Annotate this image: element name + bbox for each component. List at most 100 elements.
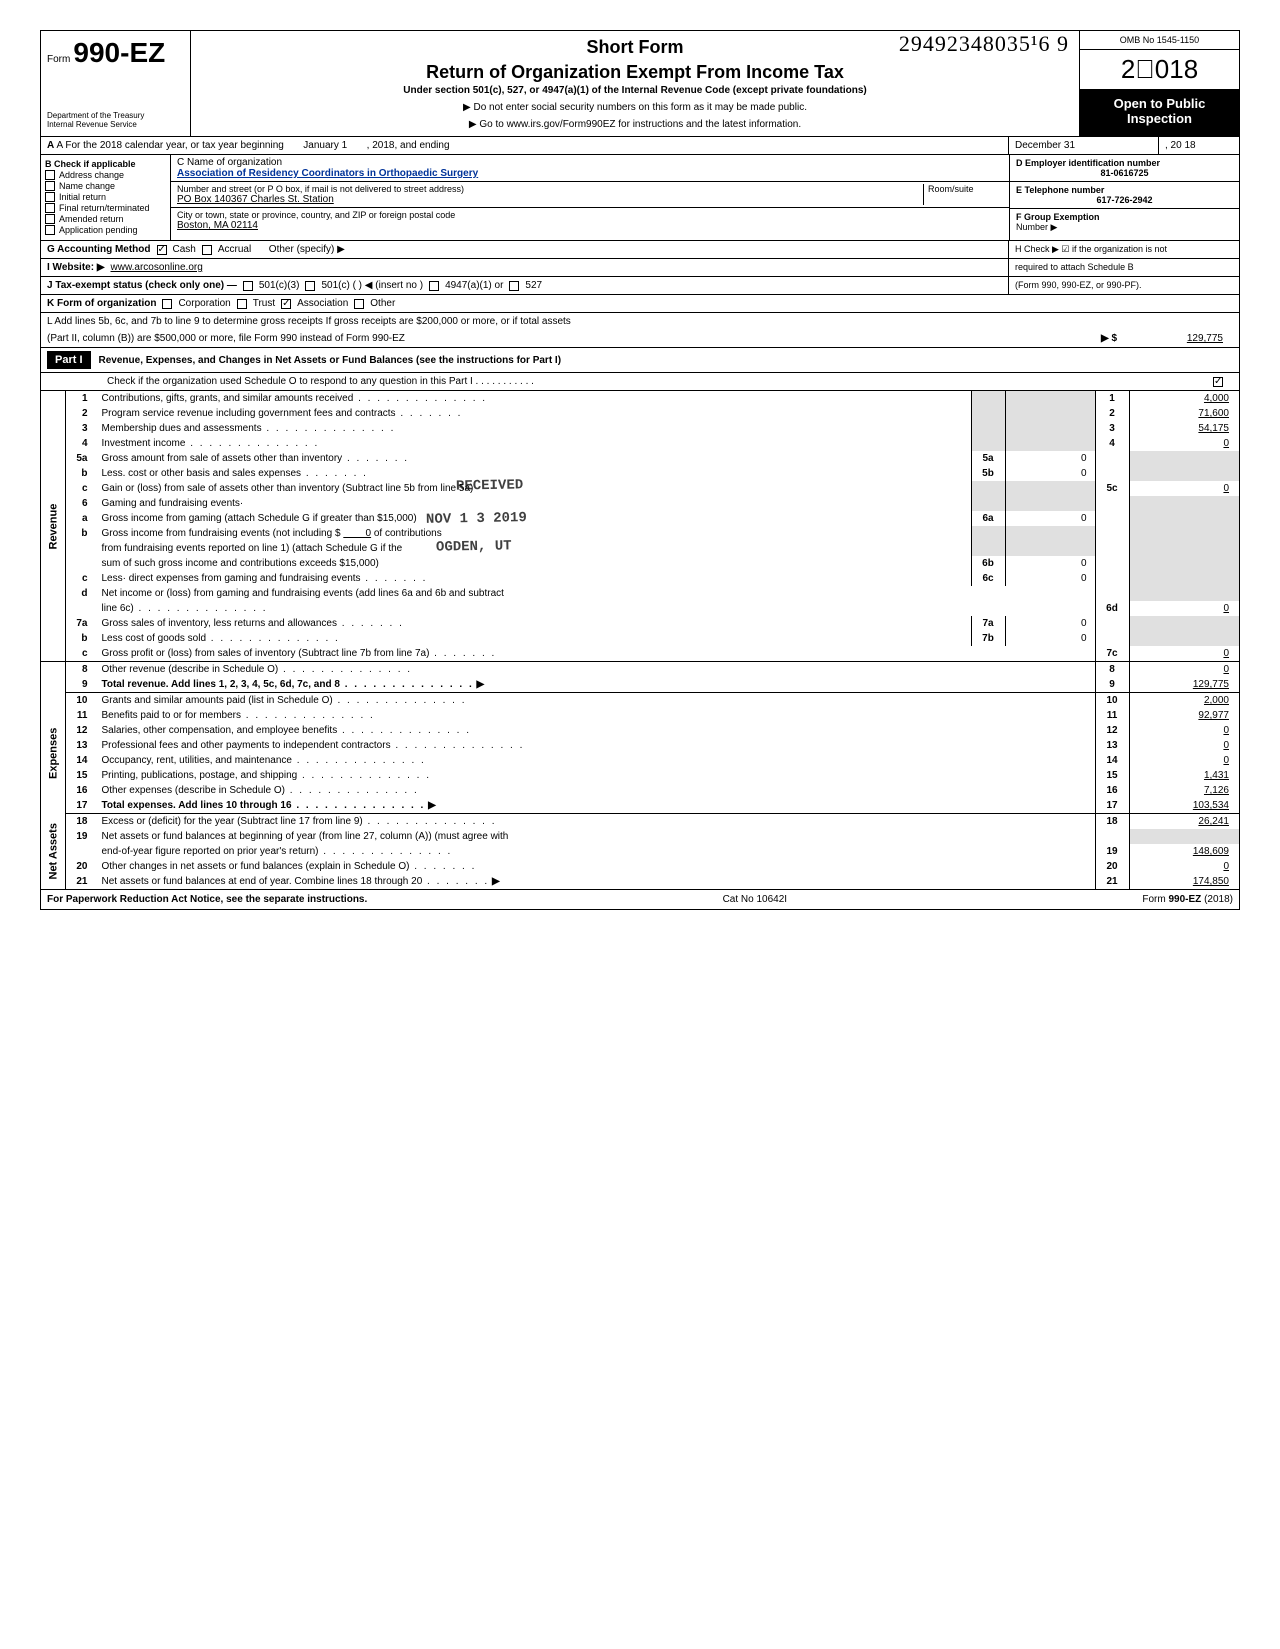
row-j-tax-status: J Tax-exempt status (check only one) — 5… [41,277,1239,295]
handwritten-id: 29492348035¹6 9 [899,31,1069,57]
chk-assoc[interactable] [281,299,291,309]
line19-d2: end-of-year figure reported on prior yea… [102,846,453,857]
line21-num: 21 [1095,874,1129,889]
header-center: 29492348035¹6 9 Short Form Return of Org… [191,31,1079,136]
chk-name-change[interactable] [45,181,55,191]
year-end: December 31 [1015,140,1075,151]
footer-right: Form 990-EZ (2018) [1142,894,1233,905]
col-b-checkboxes: B Check if applicable Address change Nam… [41,155,171,240]
f-label2: Number ▶ [1016,222,1057,232]
chk-schedule-o[interactable] [1213,377,1223,387]
line20-val: 0 [1129,859,1239,874]
e-label: E Telephone number [1016,185,1233,195]
line8-desc: Other revenue (describe in Schedule O) [102,664,413,675]
chk-final-return[interactable] [45,203,55,213]
stamp-ogden: OGDEN, UT [435,538,511,555]
chk-501c3[interactable] [243,281,253,291]
line6a-mv: 0 [1005,511,1095,526]
line5c-val: 0 [1129,481,1239,496]
lbl-final-return: Final return/terminated [59,203,150,213]
chk-pending[interactable] [45,225,55,235]
chk-527[interactable] [509,281,519,291]
line2-val: 71,600 [1129,406,1239,421]
line4-num: 4 [1095,436,1129,451]
footer-left: For Paperwork Reduction Act Notice, see … [47,894,367,905]
lbl-amended: Amended return [59,214,124,224]
row-a-text: A For the 2018 calendar year, or tax yea… [56,140,283,151]
chk-501c[interactable] [305,281,315,291]
chk-accrual[interactable] [202,245,212,255]
org-address: PO Box 140367 Charles St. Station [177,194,923,205]
row-l-2: (Part II, column (B)) are $500,000 or mo… [41,330,1239,348]
line6d-val: 0 [1129,601,1239,616]
chk-corp[interactable] [162,299,172,309]
row-l-1: L Add lines 5b, 6c, and 7b to line 9 to … [41,313,1239,330]
line6a-desc: Gross income from gaming (attach Schedul… [102,513,417,524]
line13-desc: Professional fees and other payments to … [102,740,525,751]
line12-desc: Salaries, other compensation, and employ… [102,725,472,736]
line17-num: 17 [1095,798,1129,814]
chk-trust[interactable] [237,299,247,309]
row-a-mid: , 2018, and ending [367,140,450,151]
chk-amended[interactable] [45,214,55,224]
g-label: G Accounting Method [47,244,151,255]
footer: For Paperwork Reduction Act Notice, see … [41,889,1239,909]
line7b-mv: 0 [1005,631,1095,646]
line5a-mv: 0 [1005,451,1095,466]
line5b-mn: 5b [971,466,1005,481]
line1-val: 4,000 [1129,391,1239,406]
header: Form 990-EZ Department of the Treasury I… [41,31,1239,137]
line4-val: 0 [1129,436,1239,451]
row-k-org-form: K Form of organization Corporation Trust… [41,295,1239,313]
col-b-title: B Check if applicable [45,159,166,169]
lbl-cash: Cash [173,244,196,255]
row-a-yr: , 20 18 [1165,140,1196,151]
footer-cat: Cat No 10642I [723,894,788,905]
lbl-501c3: 501(c)(3) [259,280,300,291]
line8-num: 8 [1095,662,1129,678]
line9-val: 129,775 [1129,677,1239,693]
line9-desc: Total revenue. Add lines 1, 2, 3, 4, 5c,… [102,679,474,690]
line18-num: 18 [1095,814,1129,830]
chk-address-change[interactable] [45,170,55,180]
line6d-d1: Net income or (loss) from gaming and fun… [102,588,504,599]
line2-num: 2 [1095,406,1129,421]
form-number: 990-EZ [73,37,165,68]
line14-val: 0 [1129,753,1239,768]
line5c-num: 5c [1095,481,1129,496]
line3-val: 54,175 [1129,421,1239,436]
line6b-mv: 0 [1005,556,1095,571]
stamp-received: RECEIVED [455,477,522,494]
l-value: 129,775 [1123,333,1233,344]
line5a-mn: 5a [971,451,1005,466]
tax-year: 2⃝0201818 [1080,50,1239,90]
line6b-mn: 6b [971,556,1005,571]
chk-4947[interactable] [429,281,439,291]
instr-url: ▶ Go to www.irs.gov/Form990EZ for instru… [201,119,1069,130]
form-title: Return of Organization Exempt From Incom… [201,62,1069,83]
c-label: C Name of organization [177,157,1003,168]
line10-desc: Grants and similar amounts paid (list in… [102,695,467,706]
col-de: D Employer identification number 81-0616… [1009,155,1239,240]
l-text2: (Part II, column (B)) are $500,000 or mo… [47,333,405,344]
line21-desc: Net assets or fund balances at end of ye… [102,876,490,887]
l-arrow: ▶ $ [1101,333,1117,344]
line6b-d3: from fundraising events reported on line… [102,543,403,554]
line7c-num: 7c [1095,646,1129,662]
chk-other-org[interactable] [354,299,364,309]
form-subtitle: Under section 501(c), 527, or 4947(a)(1)… [201,85,1069,96]
line7b-desc: Less cost of goods sold [102,633,340,644]
line17-val: 103,534 [1129,798,1239,814]
lbl-other-org: Other [370,298,395,309]
org-city: Boston, MA 02114 [177,220,1003,231]
line19-num: 19 [1095,844,1129,859]
line20-num: 20 [1095,859,1129,874]
open-public-badge: Open to Public Inspection [1080,90,1239,136]
room-label: Room/suite [923,184,1003,205]
section-net-assets: Net Assets [41,814,66,890]
chk-initial-return[interactable] [45,192,55,202]
line15-val: 1,431 [1129,768,1239,783]
chk-cash[interactable] [157,245,167,255]
dept-treasury: Department of the Treasury Internal Reve… [47,112,184,130]
line19-val: 148,609 [1129,844,1239,859]
